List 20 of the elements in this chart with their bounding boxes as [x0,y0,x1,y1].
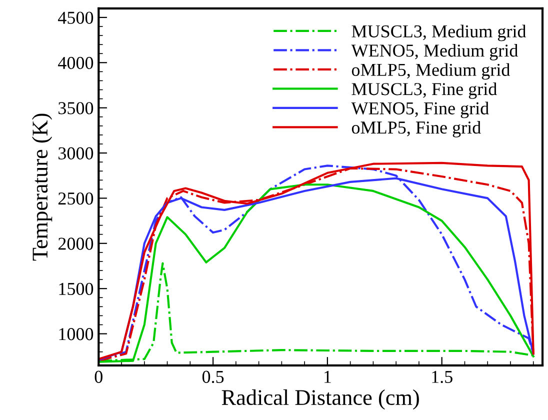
y-tick-label: 4000 [58,56,94,70]
legend-label: MUSCL3, Fine grid [352,82,497,99]
y-tick-label: 2500 [58,192,94,205]
legend-label: oMLP5, Medium grid [352,63,510,80]
y-tick-label: 4500 [58,12,94,24]
y-tick-label: 1000 [59,328,94,340]
y-tick-label: 2000 [58,238,94,250]
y-tick-label: 3500 [58,102,94,114]
x-tick-label: 1.5 [432,370,452,384]
legend-label: WENO5, Fine grid [351,102,489,118]
y-axis-title: Temperature (K) [32,114,52,261]
legend-label: WENO5, Medium grid [351,44,518,60]
x-tick-label: 1 [324,370,331,383]
legend-label: MUSCL3, Medium grid [352,24,526,42]
y-tick-label: 1500 [59,282,94,296]
x-tick-label: 0 [94,370,102,383]
legend-label: oMLP5, Fine grid [352,120,481,138]
x-axis-title: Radical Distance (cm) [222,389,419,410]
x-tick-label: 0.5 [202,370,224,384]
y-tick-label: 3000 [58,147,94,160]
